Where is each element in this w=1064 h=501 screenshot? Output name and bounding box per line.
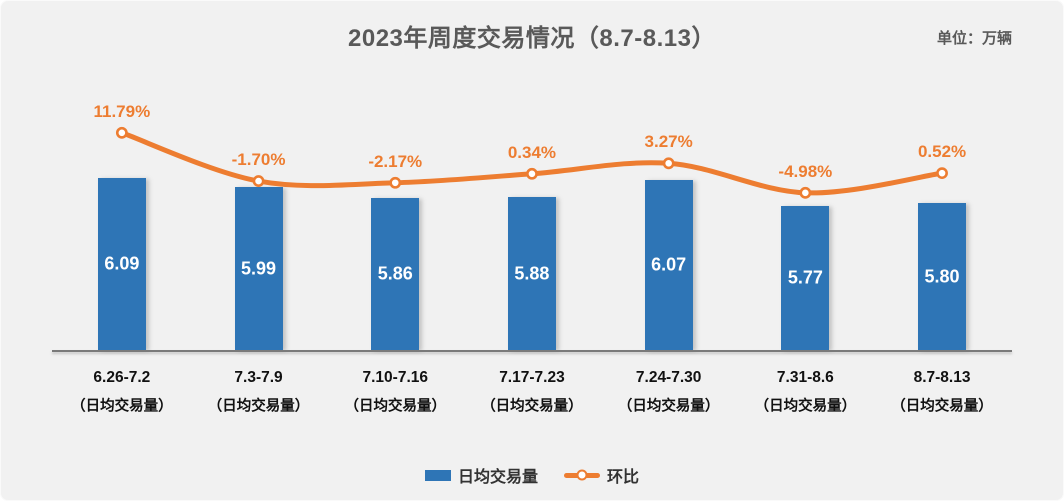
pct-label: 3.27% [644,132,693,152]
bar-value-label: 5.99 [241,258,277,279]
x-label-sub: （日均交易量） [481,398,583,415]
line-point [936,167,948,180]
x-label-date: 7.31-8.6 [776,369,834,386]
x-label-sub: （日均交易量） [71,398,173,415]
line-point [389,176,402,189]
bar-series-swatch-icon [424,469,451,481]
x-label-sub: （日均交易量） [754,398,857,415]
pct-label: -2.17% [368,151,423,171]
line-point [115,126,128,139]
legend-item-bar: 日均交易量 [424,463,538,487]
pct-label: 0.52% [917,142,967,162]
line-point [252,175,265,187]
legend-bar-label: 日均交易量 [457,469,538,486]
x-label-date: 7.24-7.30 [635,369,702,386]
bar-value-label: 5.80 [924,266,960,287]
line-point [799,186,812,199]
x-label-date: 7.10-7.16 [362,369,429,386]
bar [371,198,420,351]
chart-title: 2023年周度交易情况（8.7-8.13） [348,25,716,52]
x-label-sub: （日均交易量） [617,398,720,415]
bar-value-label: 5.88 [514,263,550,283]
bar-value-label: 6.07 [651,254,687,275]
pct-label: -1.70% [231,150,286,170]
bar [507,196,556,351]
pct-label: 0.34% [507,142,557,162]
line-series-swatch-icon [564,469,600,481]
pct-label: 11.79% [93,101,151,121]
bar [918,203,967,351]
x-label-sub: （日均交易量） [344,398,447,415]
bar [644,180,693,351]
unit-note: 单位：万辆 [936,30,1012,47]
x-label-date: 6.26-7.2 [93,369,151,386]
bar [781,206,830,351]
x-axis-line [52,349,1012,352]
legend-line-label: 环比 [607,469,640,486]
bar-value-label: 6.09 [104,253,140,274]
legend: 日均交易量 环比 [0,463,1064,487]
x-label-sub: （日均交易量） [891,398,993,415]
line-point [662,157,675,170]
bar-value-label: 5.86 [377,263,413,284]
legend-item-line: 环比 [564,463,639,487]
bar [234,187,283,351]
pct-label: -4.98% [778,161,833,181]
x-label-date: 8.7-8.13 [913,369,971,386]
x-label-date: 7.3-7.9 [234,369,283,386]
line-point [526,167,538,180]
bar-value-label: 5.77 [787,267,823,288]
x-label-date: 7.17-7.23 [499,369,565,386]
bar [97,178,146,351]
x-label-sub: （日均交易量） [207,398,310,415]
